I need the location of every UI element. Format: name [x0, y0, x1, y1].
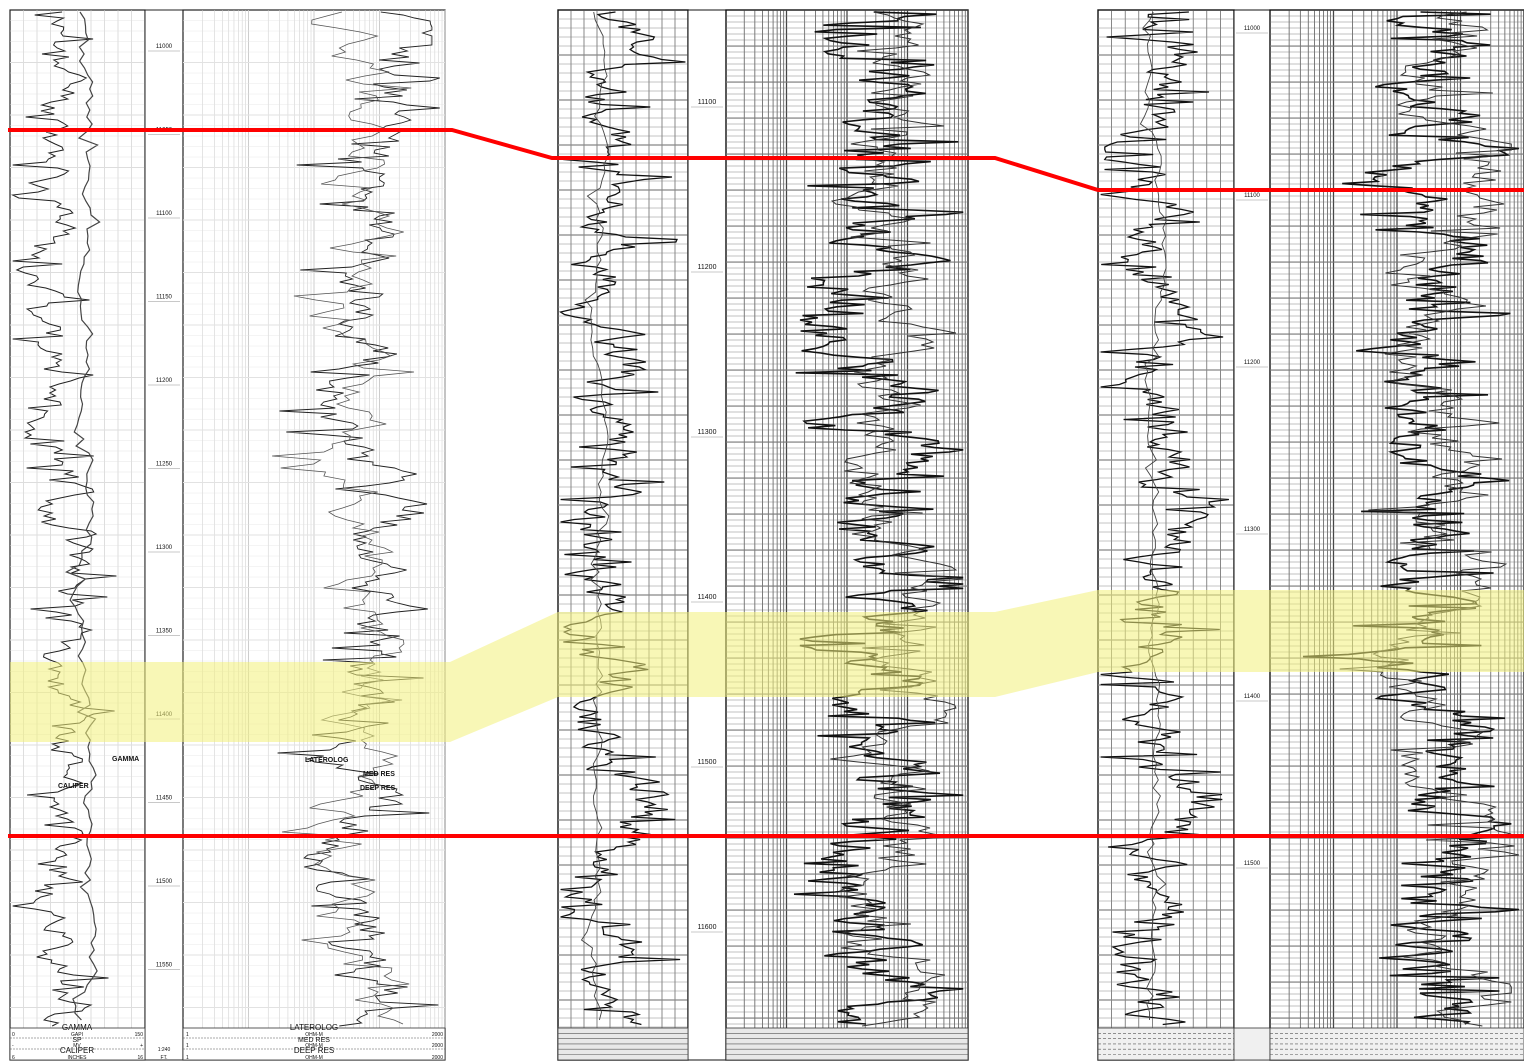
depth-label: 11000: [156, 44, 173, 50]
well-3-depth-labels: 11000 11100 11200 11300 11400 11500: [1236, 26, 1268, 869]
depth-label: 11250: [156, 462, 173, 468]
well-1-deep-res-label: DEEP RES: [360, 785, 396, 792]
well-2-resistivity-curve-b: [830, 11, 964, 1027]
depth-label: 11200: [1244, 360, 1261, 366]
well-1-header-laterolog-max: 2000: [432, 1032, 443, 1038]
depth-label: 11600: [698, 924, 717, 931]
well-3-resistivity-curve-b: [1339, 11, 1520, 1027]
well-1-header-gamma-min: 0: [12, 1032, 15, 1038]
well-1-header-laterolog-name: LATEROLOG: [290, 1023, 338, 1032]
well-1-header-laterolog-min: 1: [186, 1032, 189, 1038]
well-1-header-laterolog-unit: OHM-M: [305, 1032, 323, 1038]
well-1-header-deepres-min: 1: [186, 1055, 189, 1061]
well-3-header: [1097, 1027, 1524, 1061]
well-1-header-scale: 1:240: [158, 1047, 171, 1053]
depth-label: 11500: [156, 879, 173, 885]
well-1-header-sp-min: -: [12, 1043, 14, 1049]
well-1-header-caliper-unit: INCHES: [68, 1055, 88, 1061]
depth-label: 11100: [698, 99, 717, 106]
well-1-header-medres-name: MED RES: [298, 1037, 330, 1044]
depth-label: 11450: [156, 796, 173, 802]
depth-label: 11300: [156, 545, 173, 551]
well-1-header-medres-min: 1: [186, 1043, 189, 1049]
correlated-zone-highlight: [10, 590, 1524, 742]
well-3-depth-track: [1233, 9, 1271, 1061]
depth-label: 11500: [698, 759, 717, 766]
well-1-caliper-label: CALIPER: [58, 783, 89, 790]
well-1-header: GAMMA GAPI 0 150 SP MV - + CALIPER INCHE…: [9, 1023, 446, 1061]
well-1-laterolog-curve: [277, 11, 440, 1027]
well-1-log: 1100011050111001115011200112501130011350…: [9, 9, 446, 1061]
well-1-header-sp-max: +: [140, 1043, 143, 1049]
upper-correlation-line: [8, 128, 1524, 192]
well-2-gamma-curve: [558, 11, 686, 1026]
depth-label: 11200: [156, 378, 173, 384]
depth-label: 11000: [1244, 26, 1261, 32]
well-2-depth-labels: 11100 11200 11300 11400 11500 11600: [691, 99, 723, 933]
well-1-header-medres-unit: OHM-M: [305, 1043, 323, 1049]
well-3-resistivity-curve-a: [1302, 11, 1519, 1025]
well-1-header-medres-max: 2000: [432, 1043, 443, 1049]
well-1-track-2-grid: [183, 10, 446, 1028]
well-2-depth-track: [687, 9, 727, 1061]
depth-label: 11200: [698, 264, 717, 271]
well-1-gamma-label: GAMMA: [112, 756, 139, 763]
well-2-sp-curve: [580, 11, 610, 1021]
well-2-log: 11100 11200 11300 11400 11500 11600: [557, 9, 969, 1061]
well-3-log: 11000 11100 11200 11300 11400 11500: [1097, 9, 1524, 1061]
depth-label: 11300: [1244, 527, 1261, 533]
well-1-depth-track: [144, 9, 184, 1061]
depth-label: 11400: [698, 594, 717, 601]
well-1-header-caliper-min: 6: [12, 1055, 15, 1061]
well-1-med-res-label: MED RES: [363, 771, 395, 778]
well-1-header-gamma-max: 150: [135, 1032, 144, 1038]
well-1-header-deepres-unit: OHM-M: [305, 1055, 323, 1061]
well-1-caliper-curve: [64, 11, 101, 1021]
depth-label: 11100: [1244, 193, 1260, 199]
well-1-header-depth-unit: FT.: [161, 1055, 168, 1061]
well-1-header-sp-unit: MV: [73, 1043, 81, 1049]
well-2-resistivity-curve-a: [793, 11, 964, 1025]
well-3-track-1-grid: [1098, 10, 1234, 1028]
well-1-header-gamma-unit: GAPI: [71, 1032, 83, 1038]
well-1-header-deepres-max: 2000: [432, 1055, 443, 1061]
well-1-header-caliper-max: 16: [137, 1055, 143, 1061]
depth-label: 11300: [698, 429, 717, 436]
depth-label: 11400: [1244, 694, 1261, 700]
well-1-header-gamma-name: GAMMA: [62, 1023, 93, 1032]
depth-label: 11550: [156, 963, 173, 969]
well-3-sp-curve: [1139, 11, 1168, 1020]
depth-label: 11150: [156, 295, 172, 301]
depth-label: 11500: [1244, 861, 1261, 867]
well-1-header-caliper-name: CALIPER: [60, 1046, 94, 1055]
well-1-header-deepres-name: DEEP RES: [294, 1046, 334, 1055]
well-1-deep-res-curve: [272, 11, 415, 1025]
depth-label: 11100: [156, 211, 172, 217]
well-3-gamma-curve: [1100, 11, 1229, 1026]
depth-label: 11350: [156, 629, 173, 635]
well-1-laterolog-label: LATEROLOG: [305, 757, 349, 764]
well-2-header: [557, 1027, 969, 1061]
well-1-gamma-curve: [10, 11, 117, 1027]
well-1-header-sp-name: SP: [72, 1037, 82, 1044]
